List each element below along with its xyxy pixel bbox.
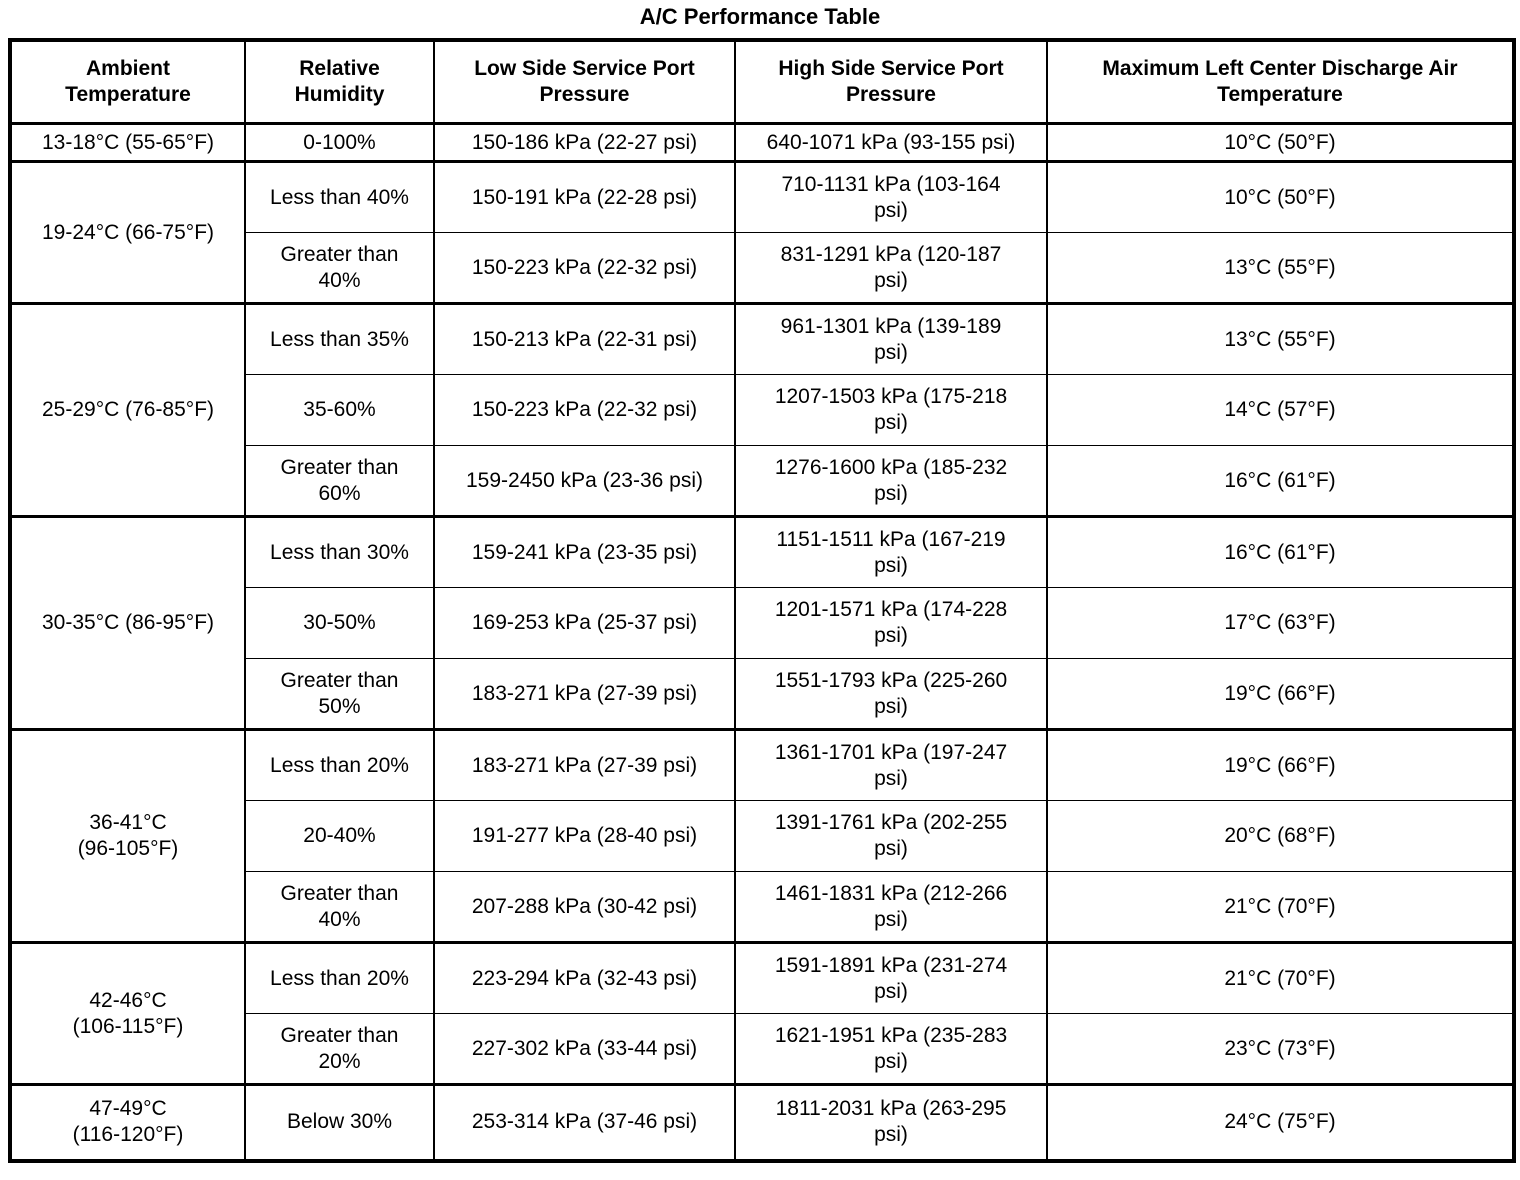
relative-humidity-cell: Less than 30% xyxy=(244,515,435,588)
low-side-pressure-cell: 183-271 kPa (27-39 psi) xyxy=(433,658,736,730)
low-side-pressure-cell: 159-2450 kPa (23-36 psi) xyxy=(433,445,736,517)
discharge-temperature-cell: 13°C (55°F) xyxy=(1046,302,1515,375)
discharge-temperature-cell: 10°C (50°F) xyxy=(1046,160,1515,233)
table-row: Greater than 50% 183-271 kPa (27-39 psi) 1… xyxy=(10,658,1515,730)
relative-humidity-cell: Greater than 60% xyxy=(244,445,435,517)
low-side-pressure-cell: 150-213 kPa (22-31 psi) xyxy=(433,302,736,375)
relative-humidity-cell: Greater than 50% xyxy=(244,658,435,730)
low-side-pressure-cell: 253-314 kPa (37-46 psi) xyxy=(433,1083,736,1161)
low-side-pressure-cell: 169-253 kPa (25-37 psi) xyxy=(433,587,736,659)
discharge-temperature-cell: 17°C (63°F) xyxy=(1046,587,1515,659)
discharge-temperature-cell: 13°C (55°F) xyxy=(1046,232,1515,304)
relative-humidity-cell: Less than 40% xyxy=(244,160,435,233)
table-row: Greater than 60% 159-2450 kPa (23-36 psi)… xyxy=(10,445,1515,517)
ambient-temperature-cell: 36-41°C (96-105°F) xyxy=(9,728,246,943)
low-side-pressure-cell: 207-288 kPa (30-42 psi) xyxy=(433,871,736,943)
table-row: 35-60% 150-223 kPa (22-32 psi) 1207-1503 k… xyxy=(10,374,1515,446)
table-row: 47-49°C (116-120°F) Below 30% 253-314 kPa … xyxy=(9,1083,1515,1161)
ambient-temperature-cell: 42-46°C (106-115°F) xyxy=(9,941,246,1085)
ambient-temperature-cell: 25-29°C (76-85°F) xyxy=(9,302,246,517)
low-side-pressure-cell: 150-186 kPa (22-27 psi) xyxy=(433,122,736,162)
column-header-relative-humidity: Relative Humidity xyxy=(244,39,435,125)
column-header-low-side-pressure: Low Side Service Port Pressure xyxy=(433,39,736,125)
high-side-pressure-cell: 1591-1891 kPa (231-274 psi) xyxy=(734,941,1048,1014)
high-side-pressure-cell: 1461-1831 kPa (212-266 psi) xyxy=(734,871,1048,943)
discharge-temperature-cell: 20°C (68°F) xyxy=(1046,800,1515,872)
table-row: Greater than 40% 207-288 kPa (30-42 psi) 1… xyxy=(10,871,1515,943)
ac-performance-table: Ambient Temperature Relative Humidity Low … xyxy=(8,38,1516,1163)
column-header-high-side-pressure: High Side Service Port Pressure xyxy=(734,39,1048,125)
low-side-pressure-cell: 159-241 kPa (23-35 psi) xyxy=(433,515,736,588)
high-side-pressure-cell: 1621-1951 kPa (235-283 psi) xyxy=(734,1013,1048,1085)
low-side-pressure-cell: 191-277 kPa (28-40 psi) xyxy=(433,800,736,872)
relative-humidity-cell: Less than 35% xyxy=(244,302,435,375)
table-row: 42-46°C (106-115°F) Less than 20% 223-294 … xyxy=(9,941,1515,1085)
table-body: 13-18°C (55-65°F) 0-100% 150-186 kPa (22-2… xyxy=(9,122,1515,1161)
table-row: 20-40% 191-277 kPa (28-40 psi) 1391-1761 k… xyxy=(10,800,1515,872)
relative-humidity-cell: Greater than 40% xyxy=(244,232,435,304)
low-side-pressure-cell: 150-191 kPa (22-28 psi) xyxy=(433,160,736,233)
relative-humidity-cell: Greater than 40% xyxy=(244,871,435,943)
table-row: Greater than 20% 227-302 kPa (33-44 psi) 1… xyxy=(10,1013,1515,1085)
low-side-pressure-cell: 227-302 kPa (33-44 psi) xyxy=(433,1013,736,1085)
high-side-pressure-cell: 710-1131 kPa (103-164 psi) xyxy=(734,160,1048,233)
discharge-temperature-cell: 10°C (50°F) xyxy=(1046,122,1515,162)
high-side-pressure-cell: 1391-1761 kPa (202-255 psi) xyxy=(734,800,1048,872)
relative-humidity-cell: 20-40% xyxy=(244,800,435,872)
high-side-pressure-cell: 1361-1701 kPa (197-247 psi) xyxy=(734,728,1048,801)
ambient-temperature-cell: 47-49°C (116-120°F) xyxy=(9,1083,246,1161)
relative-humidity-cell: Below 30% xyxy=(244,1083,435,1161)
high-side-pressure-cell: 1276-1600 kPa (185-232 psi) xyxy=(734,445,1048,517)
high-side-pressure-cell: 1551-1793 kPa (225-260 psi) xyxy=(734,658,1048,730)
table-header-row: Ambient Temperature Relative Humidity Low … xyxy=(9,39,1515,125)
low-side-pressure-cell: 183-271 kPa (27-39 psi) xyxy=(433,728,736,801)
table-row: 30-50% 169-253 kPa (25-37 psi) 1201-1571 k… xyxy=(10,587,1515,659)
high-side-pressure-cell: 1151-1511 kPa (167-219 psi) xyxy=(734,515,1048,588)
discharge-temperature-cell: 16°C (61°F) xyxy=(1046,445,1515,517)
high-side-pressure-cell: 640-1071 kPa (93-155 psi) xyxy=(734,122,1048,162)
discharge-temperature-cell: 21°C (70°F) xyxy=(1046,871,1515,943)
column-header-ambient-temperature: Ambient Temperature xyxy=(9,39,246,125)
relative-humidity-cell: Greater than 20% xyxy=(244,1013,435,1085)
discharge-temperature-cell: 19°C (66°F) xyxy=(1046,728,1515,801)
table-row: Greater than 40% 150-223 kPa (22-32 psi) 8… xyxy=(10,232,1515,304)
high-side-pressure-cell: 831-1291 kPa (120-187 psi) xyxy=(734,232,1048,304)
ambient-temperature-cell: 19-24°C (66-75°F) xyxy=(9,160,246,304)
relative-humidity-cell: Less than 20% xyxy=(244,941,435,1014)
high-side-pressure-cell: 1207-1503 kPa (175-218 psi) xyxy=(734,374,1048,446)
discharge-temperature-cell: 16°C (61°F) xyxy=(1046,515,1515,588)
high-side-pressure-cell: 1201-1571 kPa (174-228 psi) xyxy=(734,587,1048,659)
high-side-pressure-cell: 961-1301 kPa (139-189 psi) xyxy=(734,302,1048,375)
discharge-temperature-cell: 19°C (66°F) xyxy=(1046,658,1515,730)
low-side-pressure-cell: 223-294 kPa (32-43 psi) xyxy=(433,941,736,1014)
table-row: 30-35°C (86-95°F) Less than 30% 159-241 kP… xyxy=(9,515,1515,730)
ambient-temperature-cell: 13-18°C (55-65°F) xyxy=(9,122,246,162)
column-header-discharge-temperature: Maximum Left Center Discharge Air Temper… xyxy=(1046,39,1515,125)
low-side-pressure-cell: 150-223 kPa (22-32 psi) xyxy=(433,232,736,304)
high-side-pressure-cell: 1811-2031 kPa (263-295 psi) xyxy=(734,1083,1048,1161)
discharge-temperature-cell: 24°C (75°F) xyxy=(1046,1083,1515,1161)
table-row: 13-18°C (55-65°F) 0-100% 150-186 kPa (22-2… xyxy=(9,122,1515,162)
discharge-temperature-cell: 21°C (70°F) xyxy=(1046,941,1515,1014)
table-row: 36-41°C (96-105°F) Less than 20% 183-271 k… xyxy=(9,728,1515,943)
discharge-temperature-cell: 23°C (73°F) xyxy=(1046,1013,1515,1085)
low-side-pressure-cell: 150-223 kPa (22-32 psi) xyxy=(433,374,736,446)
ambient-temperature-cell: 30-35°C (86-95°F) xyxy=(9,515,246,730)
page-title: A/C Performance Table xyxy=(639,4,881,29)
relative-humidity-cell: Less than 20% xyxy=(244,728,435,801)
relative-humidity-cell: 30-50% xyxy=(244,587,435,659)
relative-humidity-cell: 0-100% xyxy=(244,122,435,162)
discharge-temperature-cell: 14°C (57°F) xyxy=(1046,374,1515,446)
relative-humidity-cell: 35-60% xyxy=(244,374,435,446)
table-row: 19-24°C (66-75°F) Less than 40% 150-191 kP… xyxy=(9,160,1515,304)
table-row: 25-29°C (76-85°F) Less than 35% 150-213 kP… xyxy=(9,302,1515,517)
